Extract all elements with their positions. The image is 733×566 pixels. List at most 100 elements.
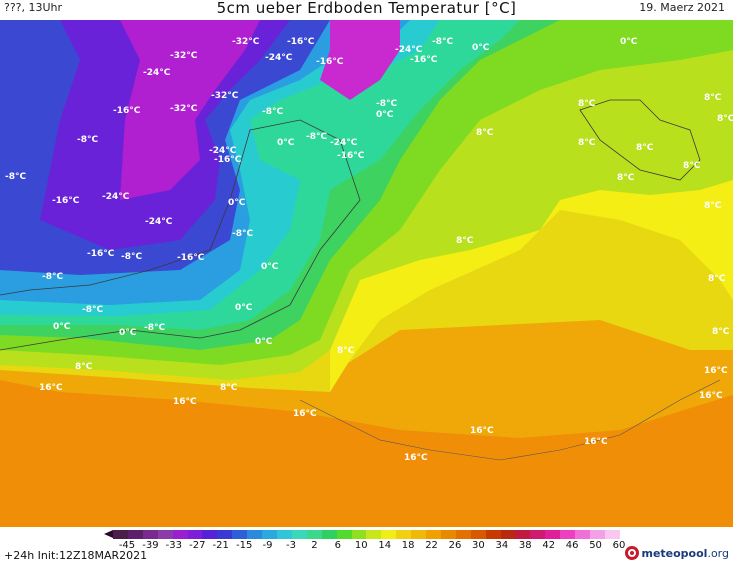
- colorbar-tick-label: -15: [235, 540, 253, 551]
- colorbar-swatch: [470, 530, 486, 539]
- model-run-label: ???, 13Uhr: [4, 1, 63, 14]
- colorbar-swatch: [515, 530, 531, 539]
- init-time: +24h Init:12Z18MAR2021: [4, 549, 148, 562]
- isotherm-label: -8°C: [262, 107, 284, 117]
- header: ???, 13Uhr 5cm ueber Erdboden Temperatur…: [0, 0, 733, 20]
- isotherm-label: 8°C: [337, 346, 355, 356]
- colorbar-swatch: [142, 530, 158, 539]
- colorbar-swatch: [291, 530, 307, 539]
- isotherm-label: 8°C: [476, 128, 494, 138]
- colorbar-tick-label: 34: [495, 540, 509, 551]
- colorbar-tick-label: -39: [142, 540, 159, 551]
- isotherm-label: 0°C: [255, 337, 273, 347]
- colorbar-swatch: [113, 530, 128, 539]
- isotherm-label: -8°C: [376, 99, 398, 109]
- colorbar-tick-label: 38: [518, 540, 532, 551]
- colorbar-swatch: [366, 530, 382, 539]
- colorbar-arrow-icon: [104, 530, 113, 538]
- isotherm-label: 8°C: [683, 161, 701, 171]
- isotherm-label: 0°C: [119, 328, 137, 338]
- colorbar-swatch: [336, 530, 352, 539]
- colorbar-swatch: [560, 530, 576, 539]
- isotherm-label: 0°C: [472, 43, 490, 53]
- isotherm-label: -8°C: [306, 132, 328, 142]
- colorbar-tick-label: -21: [212, 540, 229, 551]
- coastline-east: [579, 99, 701, 181]
- isotherm-label: 8°C: [617, 173, 635, 183]
- isotherm-label: -8°C: [232, 229, 254, 239]
- isotherm-label: -24°C: [330, 138, 358, 148]
- isotherm-label: -24°C: [143, 68, 171, 78]
- isotherm-label: -24°C: [209, 146, 237, 156]
- isotherm-label: -16°C: [287, 37, 315, 47]
- colorbar-swatch: [247, 530, 263, 539]
- logo-text: meteopool.org: [641, 547, 729, 560]
- isotherm-label: 16°C: [470, 426, 494, 436]
- colorbar-tick-label: 46: [565, 540, 579, 551]
- colorbar-swatch: [575, 530, 590, 539]
- isotherm-label: -8°C: [121, 252, 143, 262]
- colorbar-tick-label: 42: [542, 540, 556, 551]
- colorbar-swatch: [545, 530, 561, 539]
- isotherm-label: -16°C: [337, 151, 365, 161]
- logo-main-text: meteopool: [641, 546, 708, 560]
- isotherm-label: -24°C: [265, 53, 293, 63]
- isotherm-label: 8°C: [220, 383, 238, 393]
- colorbar-swatch: [306, 530, 322, 539]
- meteopool-logo[interactable]: meteopool.org: [625, 546, 729, 560]
- isotherm-label: 8°C: [578, 138, 596, 148]
- isotherm-label: -8°C: [42, 272, 64, 282]
- isotherm-label: -32°C: [170, 51, 198, 61]
- isotherm-label: 0°C: [376, 110, 394, 120]
- isotherm-label: 16°C: [404, 453, 428, 463]
- colorbar-tick-label: 26: [448, 540, 462, 551]
- colorbar-tick-label: 50: [589, 540, 602, 551]
- coastline: [0, 119, 361, 351]
- isotherm-label: -16°C: [316, 57, 344, 67]
- colorbar-swatch: [411, 530, 427, 539]
- isotherm-label: -24°C: [395, 45, 423, 55]
- colorbar-swatch: [202, 530, 218, 539]
- colorbar-swatch: [440, 530, 456, 539]
- colorbar-swatch: [604, 530, 620, 539]
- zone-minus32-b: [320, 20, 400, 100]
- isotherm-label: -16°C: [177, 253, 205, 263]
- isotherm-label: -8°C: [144, 323, 166, 333]
- isotherm-label: -24°C: [145, 217, 173, 227]
- logo-icon: [625, 546, 640, 560]
- isotherm-label: -32°C: [170, 104, 198, 114]
- colorbar-tick-label: 10: [354, 540, 368, 551]
- temperature-map[interactable]: -32°C -16°C -8°C 0°C -24°C -32°C -24°C -16°C -16…: [0, 20, 733, 527]
- footer: -45 -39 -33 -27 -21 -15 -9 -3 2 6 10 14 18 22 26 30 34 38…: [0, 527, 733, 566]
- colorbar-swatch: [396, 530, 412, 539]
- isotherm-label: 0°C: [277, 138, 295, 148]
- isotherm-label: -16°C: [410, 55, 438, 65]
- isotherm-label: 0°C: [228, 198, 246, 208]
- isotherm-label: 16°C: [293, 409, 317, 419]
- colorbar: [113, 530, 620, 539]
- colorbar-swatch: [157, 530, 173, 539]
- isotherm-label: -24°C: [102, 192, 130, 202]
- isotherm-label: 8°C: [704, 201, 722, 211]
- isotherm-label: 16°C: [173, 397, 197, 407]
- colorbar-tick-label: -33: [165, 540, 183, 551]
- isotherm-label: -8°C: [82, 305, 104, 315]
- isotherm-label: -8°C: [432, 37, 454, 47]
- colorbar-swatch: [172, 530, 188, 539]
- colorbar-tick-label: -3: [286, 540, 296, 551]
- map-canvas: [0, 20, 733, 527]
- colorbar-tick-label: 14: [378, 540, 392, 551]
- colorbar-tick-label: -27: [189, 540, 206, 551]
- isotherm-label: 0°C: [620, 37, 638, 47]
- colorbar-swatch: [426, 530, 441, 539]
- map-title: 5cm ueber Erdboden Temperatur [°C]: [216, 0, 517, 17]
- isotherm-label: -8°C: [77, 135, 99, 145]
- isotherm-label: 16°C: [699, 391, 723, 401]
- isotherm-label: 8°C: [712, 327, 730, 337]
- isotherm-label: 16°C: [704, 366, 728, 376]
- isotherm-label: -16°C: [87, 249, 115, 259]
- colorbar-swatch: [351, 530, 367, 539]
- isotherm-label: 8°C: [717, 114, 733, 124]
- isotherm-label: 8°C: [636, 143, 654, 153]
- colorbar-swatch: [455, 530, 471, 539]
